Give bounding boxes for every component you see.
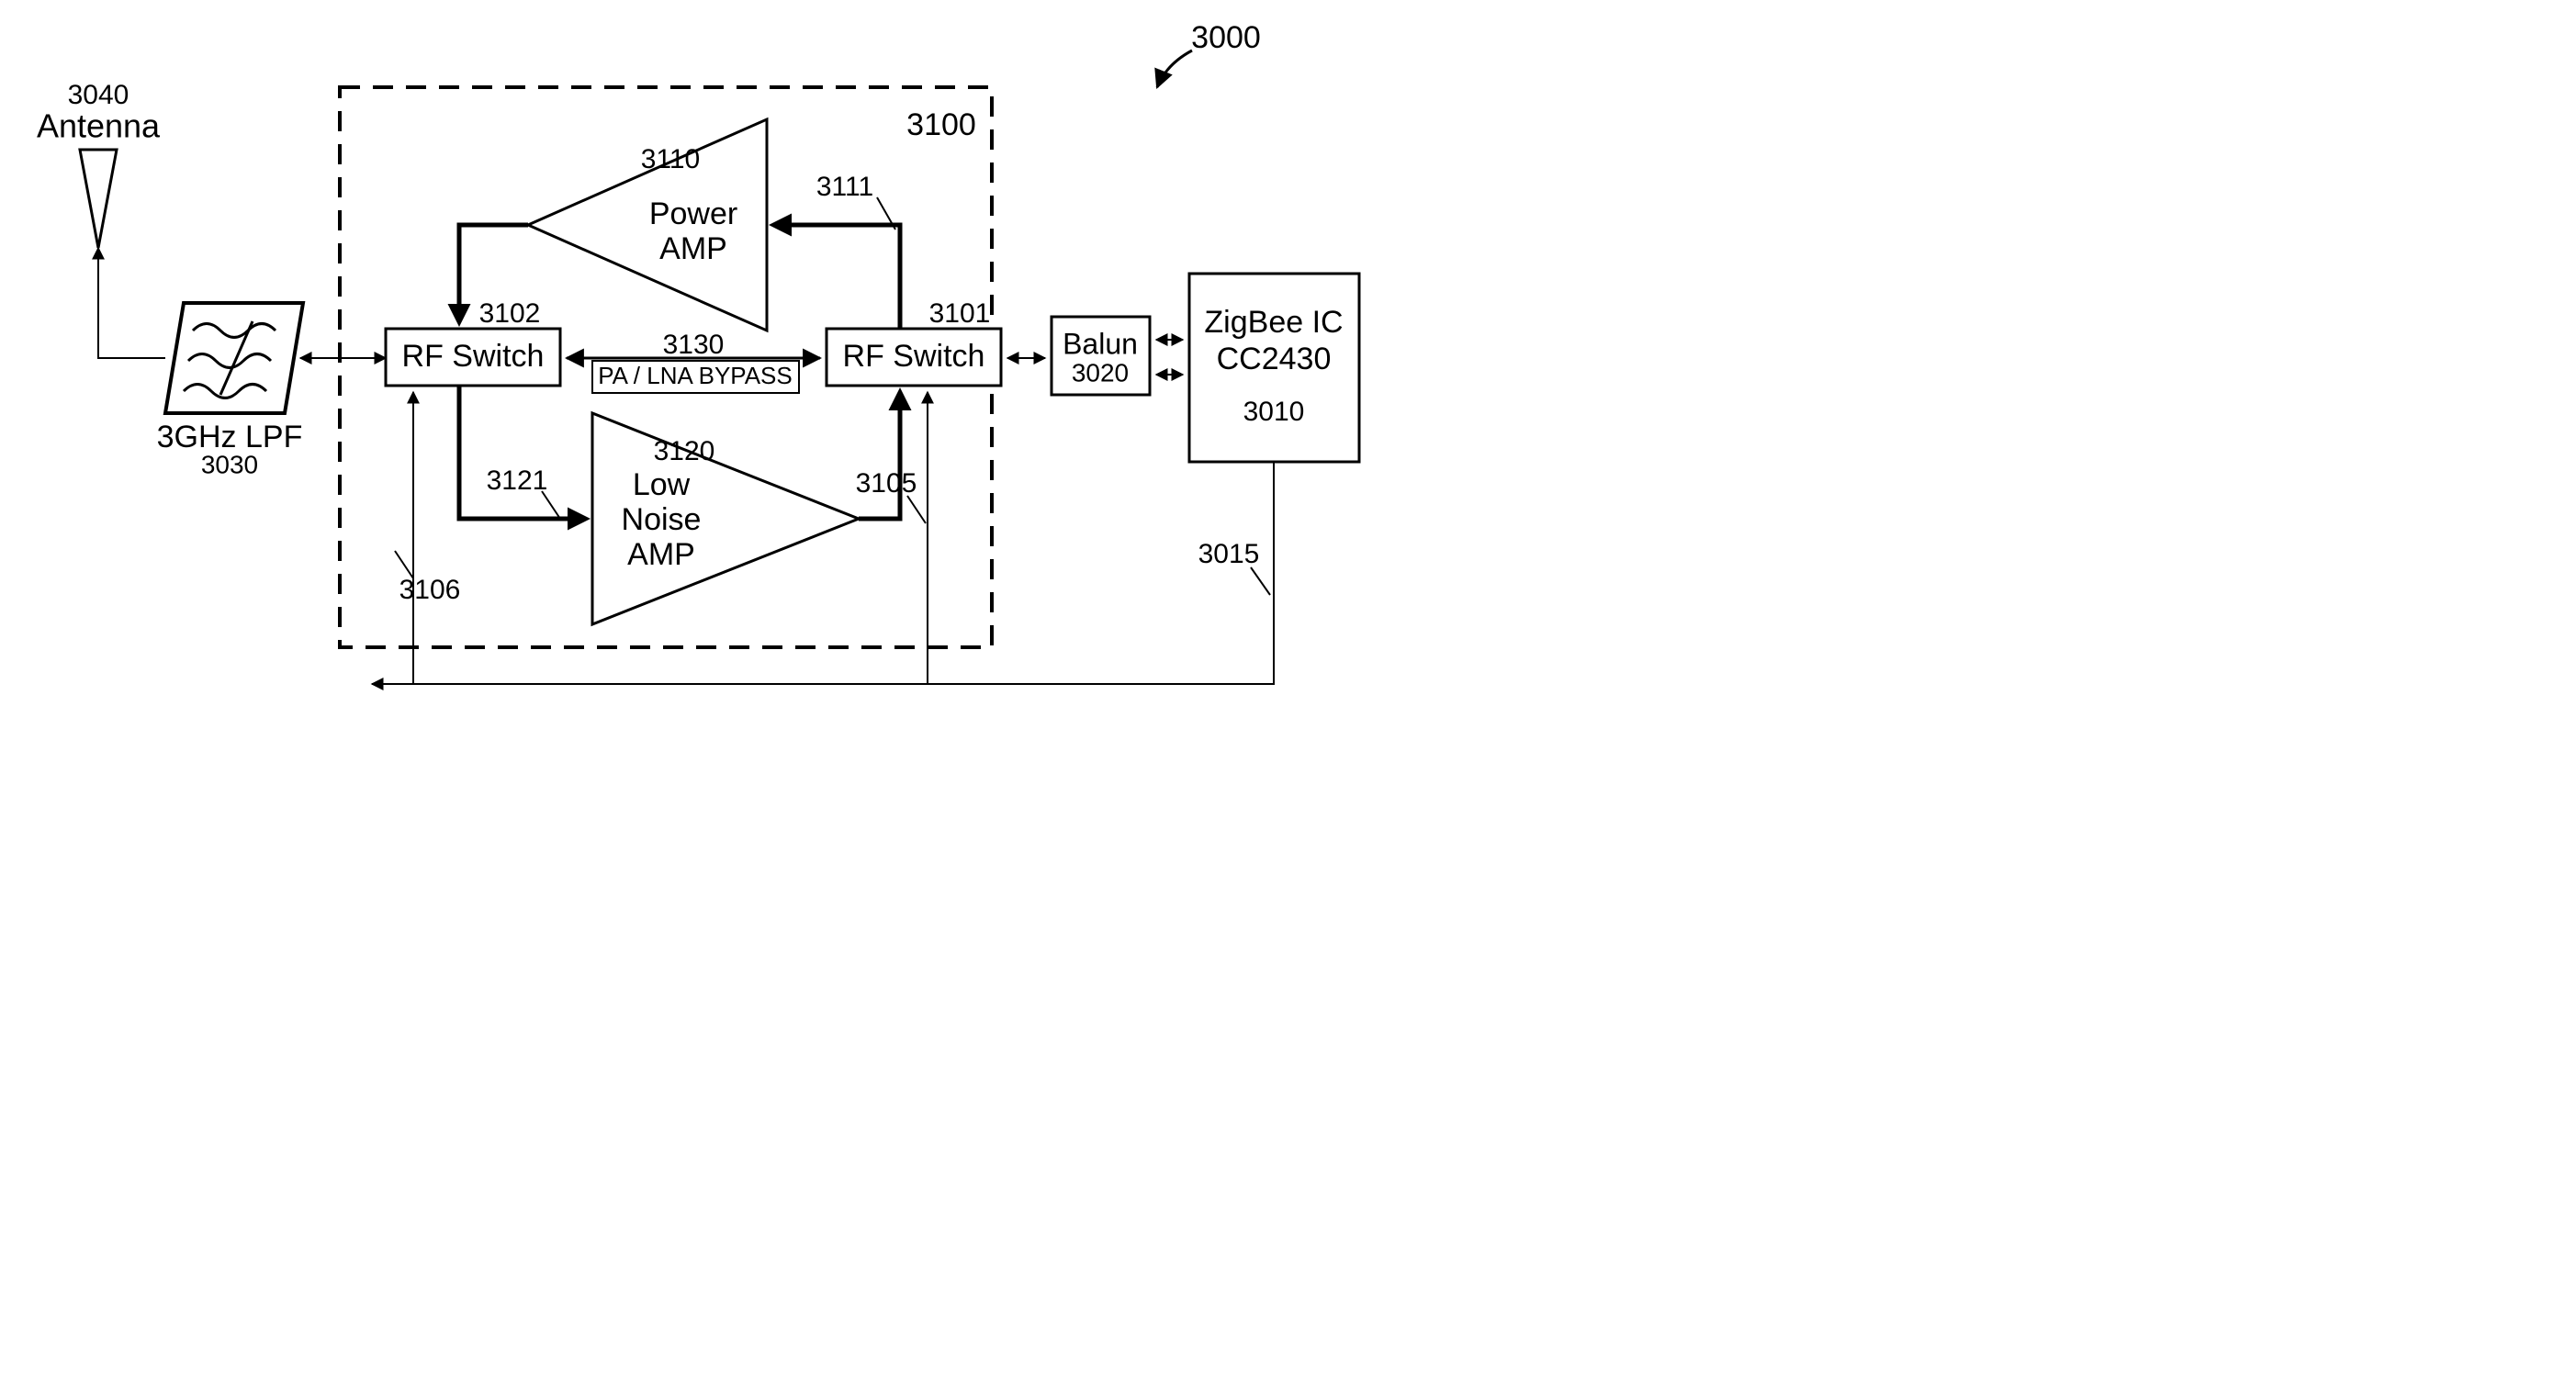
pa-input-path: [773, 225, 900, 329]
lna-label3: AMP: [627, 537, 695, 572]
lpf-ref: 3030: [201, 450, 258, 478]
ctrl-3015-ref: 3015: [1198, 539, 1260, 569]
rf-switch-right-label: RF Switch: [843, 339, 985, 374]
lna-path-ref: 3121: [487, 465, 548, 496]
lna-label1: Low: [633, 467, 691, 502]
antenna-to-lpf-line: [98, 248, 165, 358]
zigbee-ref: 3010: [1243, 397, 1305, 427]
lpf-box: [165, 303, 303, 413]
pa-path-ref: 3111: [816, 172, 873, 202]
lna-ref: 3120: [654, 436, 715, 466]
figure-ref-arrow: [1157, 50, 1192, 87]
antenna-symbol: [80, 150, 117, 248]
figure-ref-3000: 3000: [1191, 20, 1261, 55]
ctrl-3105-tick: [907, 496, 926, 523]
dashed-enclosure-ref: 3100: [906, 107, 976, 142]
power-amp-label1: Power: [649, 196, 737, 231]
antenna-ref: 3040: [68, 80, 129, 110]
lna-input-path: [459, 386, 586, 519]
power-amp-label2: AMP: [659, 231, 727, 266]
lpf-wave2: [188, 354, 271, 368]
lpf-wave1: [193, 324, 276, 338]
zigbee-label1: ZigBee IC: [1204, 305, 1343, 340]
lna-output-path: [859, 392, 900, 519]
power-amp-ref: 3110: [641, 144, 701, 174]
ctrl-3106-ref: 3106: [399, 575, 461, 605]
rf-switch-left-ref: 3102: [479, 298, 541, 329]
antenna-label: Antenna: [37, 107, 161, 145]
lna-label2: Noise: [622, 502, 702, 537]
balun-label: Balun: [1063, 327, 1138, 360]
rf-switch-left-label: RF Switch: [402, 339, 545, 374]
bypass-label: PA / LNA BYPASS: [598, 362, 792, 389]
lpf-label: 3GHz LPF: [157, 420, 303, 454]
bypass-ref: 3130: [663, 330, 725, 360]
balun-ref: 3020: [1072, 358, 1129, 387]
rf-switch-right-ref: 3101: [929, 298, 991, 329]
zigbee-label2: CC2430: [1217, 342, 1332, 376]
lna-path-tick: [542, 491, 560, 519]
ctrl-3105-ref: 3105: [856, 468, 917, 499]
ctrl-3015-tick: [1251, 567, 1270, 595]
